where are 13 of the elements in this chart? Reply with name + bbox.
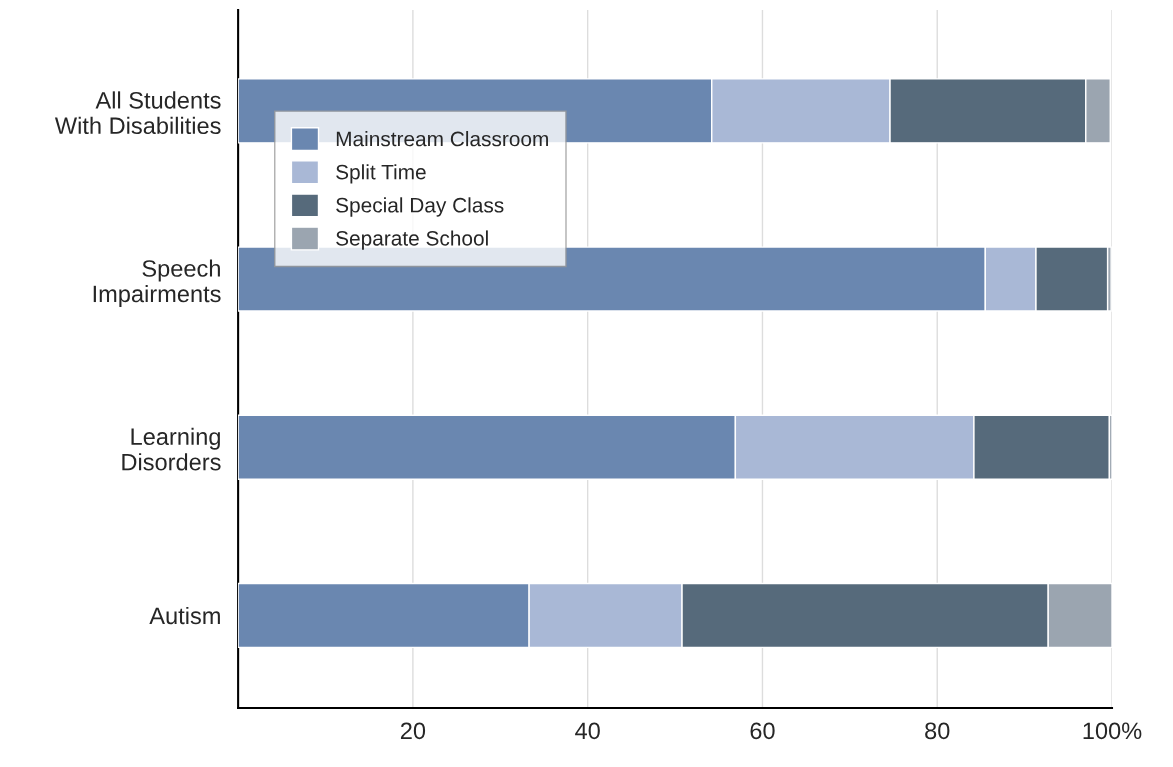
legend-label: Special Day Class: [336, 197, 504, 217]
legend-label: Separate School: [336, 230, 488, 250]
legend-label: Split Time: [336, 164, 426, 184]
x-tick-label: 80: [925, 722, 950, 740]
x-tick-label: 100%: [1083, 722, 1142, 740]
y-tick-label: All Students With Disabilities: [54, 91, 221, 135]
y-tick-label: Autism: [149, 606, 220, 625]
legend-label: Mainstream Classroom: [336, 131, 548, 147]
x-tick-label: 60: [750, 722, 775, 740]
y-tick-label: Speech Impairments: [93, 259, 221, 307]
x-tick-label: 40: [575, 722, 600, 740]
x-tick-label: 20: [400, 722, 426, 740]
y-tick-label: Learning Disorders: [122, 427, 221, 471]
